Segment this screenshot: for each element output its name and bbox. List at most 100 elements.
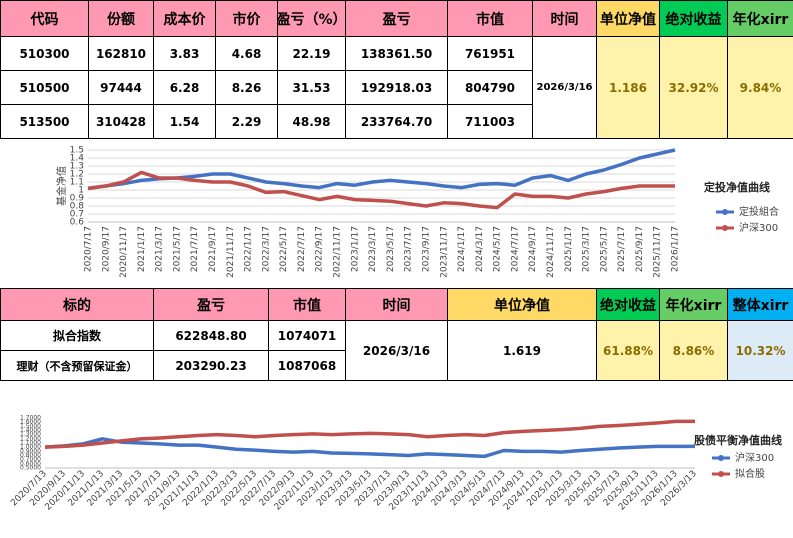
y-tick-label: 1.0000 — [20, 444, 41, 451]
y-tick-label: 1.7000 — [20, 415, 41, 422]
header-cell: 标的 — [0, 288, 154, 321]
header-cell: 盈亏（%） — [277, 0, 346, 37]
x-tick-label: 2021/5/17 — [172, 226, 182, 272]
time-cell: 2026/3/16 — [532, 36, 597, 139]
y-tick-label: 1.3 — [70, 162, 84, 172]
header-cell: 整体xirr — [727, 288, 793, 321]
x-tick-label: 2024/3/17 — [475, 226, 485, 272]
x-tick-label: 2024/7/17 — [510, 226, 520, 272]
table-cell: 22.19 — [277, 36, 346, 71]
header-cell: 单位净值 — [596, 0, 660, 37]
header-cell: 市值 — [447, 0, 533, 37]
x-tick-label: 2022/7/17 — [297, 226, 307, 272]
table-cell: 31.53 — [277, 70, 346, 105]
table-cell: 6.28 — [153, 70, 216, 105]
x-tick-label: 2021/9/17 — [208, 226, 218, 272]
table-cell: 192918.03 — [345, 70, 448, 105]
value-cell: 1.619 — [447, 320, 597, 381]
x-tick-label: 2022/11/17 — [333, 226, 343, 278]
table-cell: 510300 — [0, 36, 89, 71]
x-tick-label: 2021/7/17 — [190, 226, 200, 272]
legend-marker — [722, 209, 728, 215]
x-tick-label: 2025/9/17 — [635, 226, 645, 272]
x-tick-label: 2024/11/17 — [546, 226, 556, 278]
x-tick-label: 2023/3/17 — [368, 226, 378, 272]
header-cell: 成本价 — [153, 0, 216, 37]
y-tick-label: 1.5 — [70, 146, 84, 156]
x-tick-label: 2020/7/17 — [84, 226, 94, 272]
y-tick-label: 0.8000 — [20, 452, 41, 459]
header-cell: 代码 — [0, 0, 89, 37]
table-cell: 203290.23 — [153, 350, 269, 381]
y-tick-label: 1.2000 — [20, 435, 41, 442]
x-tick-label: 2022/3/17 — [261, 226, 271, 272]
x-tick-label: 2025/7/17 — [617, 226, 627, 272]
header-cell: 市价 — [215, 0, 278, 37]
legend-label: 拟合股 — [735, 467, 765, 480]
y-tick-label: 1.5000 — [20, 423, 41, 430]
y-tick-label: 1 — [78, 186, 84, 196]
header-cell: 市值 — [268, 288, 346, 321]
value-cell: 9.84% — [727, 36, 793, 139]
x-tick-label: 2025/1/17 — [564, 226, 574, 272]
x-tick-label: 2025/5/17 — [599, 226, 609, 272]
x-tick-label: 2023/11/17 — [439, 226, 449, 278]
table-cell: 310428 — [88, 104, 154, 139]
y-tick-label: 1.1 — [70, 178, 84, 188]
chart-title: 定投净值曲线 — [704, 180, 770, 194]
table-cell: 4.68 — [215, 36, 278, 71]
x-tick-label: 2023/5/17 — [386, 226, 396, 272]
x-tick-label: 2021/11/17 — [226, 226, 236, 278]
table-cell: 711003 — [447, 104, 533, 139]
legend-label: 定投組合 — [739, 205, 779, 218]
header-cell: 份额 — [88, 0, 154, 37]
x-tick-label: 2023/1/17 — [350, 226, 360, 272]
value-cell: 32.92% — [659, 36, 728, 139]
x-tick-label: 2020/11/17 — [119, 226, 129, 278]
x-tick-label: 2022/9/17 — [315, 226, 325, 272]
series-line — [87, 170, 675, 210]
y-tick-label: 1.1000 — [20, 440, 41, 447]
header-cell: 绝对收益 — [596, 288, 660, 321]
y-tick-label: 1.4 — [70, 154, 85, 164]
y-tick-label: 0.5000 — [20, 465, 41, 472]
x-tick-label: 2021/3/17 — [155, 226, 165, 272]
table-cell: 拟合指数 — [0, 320, 154, 351]
y-tick-label: 1.2 — [70, 170, 84, 180]
x-tick-label: 2024/9/17 — [528, 226, 538, 272]
x-tick-label: 2023/9/17 — [421, 226, 431, 272]
y-tick-label: 0.9000 — [20, 448, 41, 455]
table-cell: 162810 — [88, 36, 154, 71]
y-tick-label: 0.7 — [70, 210, 84, 220]
x-tick-label: 2024/1/17 — [457, 226, 467, 272]
x-tick-label: 2025/3/17 — [582, 226, 592, 272]
table-cell: 97444 — [88, 70, 154, 105]
y-tick-label: 1.3000 — [20, 431, 41, 438]
value-cell: 8.86% — [659, 320, 728, 381]
table-cell: 804790 — [447, 70, 533, 105]
legend-marker — [718, 471, 724, 477]
x-tick-label: 2022/1/17 — [244, 226, 254, 272]
table-cell: 3.83 — [153, 36, 216, 71]
table-cell: 8.26 — [215, 70, 278, 105]
table-cell: 48.98 — [277, 104, 346, 139]
value-cell: 61.88% — [596, 320, 660, 381]
header-cell: 绝对收益 — [659, 0, 728, 37]
table-cell: 761951 — [447, 36, 533, 71]
header-cell: 盈亏 — [345, 0, 448, 37]
header-cell: 时间 — [532, 0, 597, 37]
header-cell: 年化xirr — [727, 0, 793, 37]
series-line — [44, 437, 695, 459]
table-cell: 1074071 — [268, 320, 346, 351]
chart-title: 股债平衡净值曲线 — [694, 433, 782, 447]
header-cell: 时间 — [345, 288, 448, 321]
y-tick-label: 0.9 — [70, 194, 85, 204]
x-tick-label: 2024/5/17 — [493, 226, 503, 272]
value-cell: 1.186 — [596, 36, 660, 139]
table-cell: 理财（不含预留保证金） — [0, 350, 154, 381]
legend-marker — [718, 455, 724, 461]
legend-label: 沪深300 — [739, 221, 778, 234]
table-cell: 513500 — [0, 104, 89, 139]
legend-label: 沪深300 — [735, 451, 774, 464]
